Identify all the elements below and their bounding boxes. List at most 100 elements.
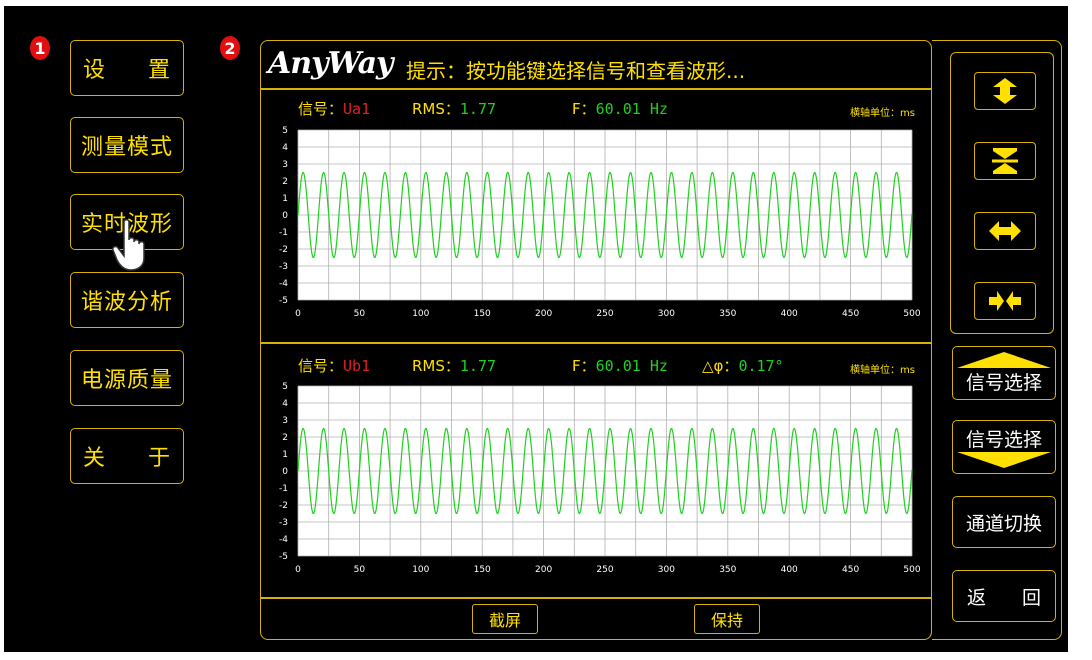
down-arrow-icon [957,452,1051,468]
x-tick-label: 350 [719,309,736,319]
x-tick-label: 0 [295,565,301,575]
marker-2: 2 [220,36,240,60]
x-tick-label: 50 [354,309,366,319]
chart1-f-label: F： [572,100,596,118]
waveform-chart-ub1: 5 4 3 2 1 0 -1 -2 -3 -4 -5 0 50 100 150 200 250 300 350 400… [279,382,921,575]
power-quality-label: 电源质量 [80,368,173,393]
y-tick-label: 0 [282,467,288,477]
x-tick-label: 200 [535,565,552,575]
vertical-expand-icon [993,78,1017,104]
x-tick-label: 250 [596,565,613,575]
y-tick-label: 4 [282,143,288,153]
chart2-frequency: F：60.01 Hz [572,355,668,376]
about-label-b: 于 [147,446,171,471]
chart1-signal: 信号：Ua1 [298,98,370,119]
about-button[interactable]: 关 于 [70,428,184,484]
y-tick-label: 1 [282,194,288,204]
waveform-panel [260,40,932,640]
y-tick-label: -4 [279,535,288,545]
chart1-signal-value: Ua1 [343,100,371,118]
chart2-phase-label: △φ： [702,357,739,375]
y-tick-label: -2 [279,501,288,511]
y-tick-label: -4 [279,279,288,289]
chart1-f-value: 60.01 Hz [595,100,668,118]
measure-mode-button[interactable]: 测量模式 [70,117,184,173]
header-divider [261,88,931,90]
chart2-signal-value: Ub1 [343,357,371,375]
x-tick-label: 400 [781,309,798,319]
back-label-b: 回 [1021,586,1041,609]
x-tick-label: 300 [658,309,675,319]
hold-label: 保持 [710,611,743,630]
signal-select-up-label: 信号选择 [965,372,1042,394]
y-tick-label: -1 [279,228,288,238]
x-tick-label: 50 [354,565,366,575]
chart2-rms-label: RMS： [412,357,460,375]
settings-label-a: 设 [83,58,107,83]
x-tick-label: 150 [474,565,491,575]
horizontal-compress-icon [989,291,1021,311]
settings-label-b: 置 [147,58,171,83]
y-tick-label: 2 [282,177,288,187]
measure-mode-label: 测量模式 [80,135,173,160]
up-arrow-icon [957,352,1051,368]
x-tick-label: 100 [412,565,429,575]
hand-cursor-icon [112,219,145,271]
x-tick-label: 450 [842,309,859,319]
y-tick-label: -3 [279,518,288,528]
chart2-rms-value: 1.77 [459,357,497,375]
x-tick-label: 500 [903,309,920,319]
x-tick-label: 150 [474,309,491,319]
x-tick-label: 0 [295,309,301,319]
x-tick-label: 300 [658,565,675,575]
chart-divider [261,342,931,344]
about-label-a: 关 [83,446,107,471]
y-tick-label: -3 [279,262,288,272]
signal-select-up-button[interactable]: 信号选择 [952,346,1056,400]
horizontal-expand-icon [989,221,1021,241]
horizontal-compress-button[interactable] [974,282,1036,320]
y-tick-label: 3 [282,416,288,426]
anyway-logo: AnyWay [268,46,393,81]
zoom-control-group [950,52,1054,334]
y-tick-label: 2 [282,433,288,443]
y-tick-label: 1 [282,450,288,460]
back-button[interactable]: 返 回 [952,570,1056,622]
signal-select-down-button[interactable]: 信号选择 [952,420,1056,474]
screenshot-label: 截屏 [488,611,521,630]
y-tick-label: -5 [279,552,288,562]
waveform-series-ub1 [297,427,913,515]
back-label-a: 返 [967,586,987,609]
channel-switch-button[interactable]: 通道切换 [952,496,1056,548]
channel-switch-label: 通道切换 [965,512,1042,535]
vertical-compress-button[interactable] [974,142,1036,180]
chart2-phase: △φ：0.17° [702,355,784,376]
vertical-compress-icon [992,148,1018,174]
y-tick-label: 3 [282,160,288,170]
vertical-expand-button[interactable] [974,72,1036,110]
y-tick-label: -1 [279,484,288,494]
signal-select-down-label: 信号选择 [965,429,1042,451]
x-tick-label: 400 [781,565,798,575]
settings-button[interactable]: 设 置 [70,40,184,96]
x-tick-label: 450 [842,565,859,575]
screenshot-button[interactable]: 截屏 [472,604,538,634]
chart2-phase-value: 0.17° [738,357,784,375]
x-tick-label: 250 [596,309,613,319]
chart2-signal: 信号：Ub1 [298,355,370,376]
x-tick-label: 500 [903,565,920,575]
chart1-frequency: F：60.01 Hz [572,98,668,119]
power-quality-button[interactable]: 电源质量 [70,350,184,406]
chart2-f-label: F： [572,357,596,375]
chart2-f-value: 60.01 Hz [595,357,668,375]
control-panel [932,40,1062,640]
footer-divider [261,597,931,599]
x-tick-label: 200 [535,309,552,319]
harmonic-analysis-label: 谐波分析 [80,290,173,315]
chart1-unit: 横轴单位：ms [850,108,915,119]
chart1-rms-value: 1.77 [459,100,497,118]
harmonic-analysis-button[interactable]: 谐波分析 [70,272,184,328]
hold-button[interactable]: 保持 [694,604,760,634]
horizontal-expand-button[interactable] [974,212,1036,250]
chart2-rms: RMS：1.77 [412,355,496,376]
